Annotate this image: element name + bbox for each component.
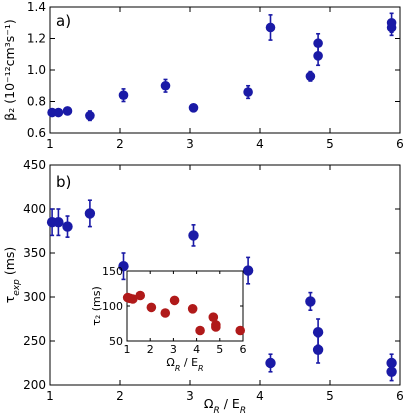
x-tick-label: 1 — [124, 343, 131, 356]
inset-ylabel: τ₂ (ms) — [90, 286, 103, 326]
y-tick-label: 150 — [102, 265, 123, 278]
panel-b-xlabel: ΩR / ER — [204, 396, 246, 415]
x-tick-label: 4 — [256, 137, 264, 151]
y-tick-label: 0.6 — [27, 126, 46, 140]
data-point — [195, 325, 205, 336]
x-tick-label: 2 — [147, 343, 154, 356]
x-tick-label: 5 — [326, 137, 334, 151]
data-point — [62, 221, 73, 232]
data-point — [386, 17, 397, 28]
data-point — [313, 38, 323, 49]
data-point — [313, 51, 323, 61]
y-tick-label: 0.8 — [27, 95, 46, 109]
panel-a-ticks: 1 2 3 4 5 6 0.6 0.8 1.0 1.2 1.4 — [27, 0, 404, 151]
data-point — [312, 327, 324, 338]
data-point — [305, 71, 316, 82]
x-tick-label: 1 — [46, 137, 54, 151]
data-point — [160, 308, 171, 318]
inset-marks — [122, 290, 246, 336]
data-point — [188, 103, 199, 113]
y-tick-label: 50 — [109, 335, 123, 348]
y-tick-label: 1.2 — [27, 32, 46, 46]
panel-b-ylabel: τexp (ms) — [2, 247, 22, 304]
data-point — [242, 265, 254, 276]
x-tick-label: 6 — [240, 343, 247, 356]
inset: 1 2 3 4 5 6 50 100 150 τ₂ (ms) ΩR / ER — [90, 265, 247, 373]
inset-ticks: 1 2 3 4 5 6 50 100 150 — [102, 265, 247, 356]
y-tick-label: 100 — [102, 300, 123, 313]
y-tick-label: 400 — [23, 202, 46, 216]
y-tick-label: 250 — [23, 334, 46, 348]
data-point — [235, 325, 246, 336]
panel-b-marks — [46, 199, 397, 382]
data-point — [187, 304, 198, 314]
x-tick-label: 3 — [186, 137, 194, 151]
data-point — [386, 366, 397, 377]
panel-a-label: a) — [56, 12, 71, 30]
data-point — [128, 294, 138, 304]
x-tick-label: 2 — [116, 137, 124, 151]
data-point — [160, 80, 171, 91]
x-tick-label: 5 — [216, 343, 223, 356]
y-tick-label: 350 — [23, 246, 46, 260]
y-tick-label: 450 — [23, 158, 46, 172]
x-tick-label: 4 — [256, 389, 264, 403]
data-point — [188, 230, 199, 241]
panel-b-label: b) — [56, 173, 71, 191]
data-point — [312, 344, 324, 355]
y-tick-label: 300 — [23, 290, 46, 304]
data-point — [208, 312, 219, 323]
y-tick-label: 1.4 — [27, 0, 46, 14]
panel-a: 1 2 3 4 5 6 0.6 0.8 1.0 1.2 1.4 a) β₂ (10⁻¹²cm³s⁻¹… — [2, 0, 404, 151]
x-tick-label: 2 — [116, 389, 124, 403]
data-point — [169, 295, 180, 306]
x-tick-label: 3 — [170, 343, 177, 356]
data-point — [243, 87, 253, 97]
data-point — [118, 90, 129, 100]
data-point — [85, 110, 95, 121]
x-tick-label: 5 — [326, 389, 334, 403]
panel-a-marks — [47, 12, 397, 122]
y-tick-label: 1.0 — [27, 63, 46, 77]
data-point — [135, 290, 146, 301]
panel-a-frame — [49, 6, 401, 134]
data-point — [62, 106, 73, 116]
x-tick-label: 6 — [396, 389, 404, 403]
x-tick-label: 3 — [186, 389, 194, 403]
y-tick-label: 200 — [23, 378, 46, 392]
data-point — [53, 217, 64, 228]
x-tick-label: 6 — [396, 137, 404, 151]
data-point — [84, 208, 96, 219]
x-tick-label: 4 — [193, 343, 200, 356]
data-point — [118, 261, 129, 272]
x-tick-label: 1 — [46, 389, 54, 403]
data-point — [146, 302, 157, 313]
panel-b-frame — [49, 164, 401, 386]
data-point — [53, 107, 64, 118]
data-point — [211, 322, 221, 332]
inset-xlabel: ΩR / ER — [166, 356, 203, 373]
panel-a-ylabel: β₂ (10⁻¹²cm³s⁻¹) — [2, 19, 17, 120]
inset-background — [127, 271, 243, 341]
data-point — [305, 296, 316, 307]
data-point — [265, 22, 276, 33]
data-point — [265, 357, 276, 369]
